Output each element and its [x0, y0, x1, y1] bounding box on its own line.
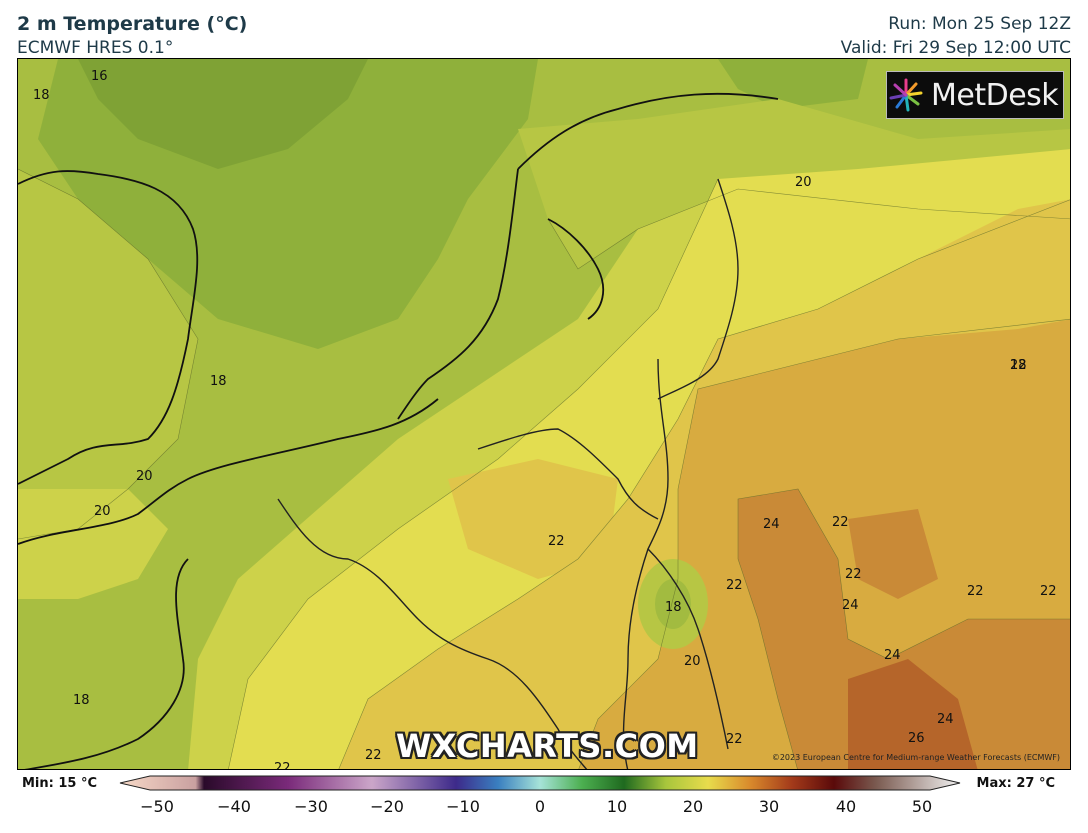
contour-label: 18 — [665, 600, 682, 615]
colorbar-tick: 40 — [835, 797, 857, 816]
metdesk-starburst-icon — [889, 78, 923, 112]
contour-label: 22 — [726, 578, 743, 593]
contour-label: 20 — [684, 654, 701, 669]
model-label: ECMWF HRES 0.1° — [17, 38, 174, 58]
contour-label: 24 — [842, 598, 859, 613]
contour-label: 18 — [1010, 358, 1027, 373]
contour-label: 22 — [726, 732, 743, 747]
coastlines — [18, 92, 779, 769]
min-label: Min: 15 °C — [22, 776, 98, 791]
colorbar-tick: −10 — [446, 797, 480, 816]
contour-label: 18 — [73, 693, 90, 708]
colorbar: Min: 15 °C — [0, 772, 1088, 833]
zone-19-uk — [18, 169, 198, 539]
max-label: Max: 27 °C — [976, 776, 1055, 791]
logo-text: MetDesk — [931, 77, 1059, 113]
zone-24-b — [848, 509, 938, 599]
contour-label: 20 — [136, 469, 153, 484]
colorbar-tick: 30 — [758, 797, 780, 816]
colorbar-tick: 20 — [682, 797, 704, 816]
contour-label: 20 — [795, 175, 812, 190]
colorbar-tick: 50 — [911, 797, 933, 816]
colorbar-tick: 10 — [606, 797, 628, 816]
contour-label: 22 — [845, 567, 862, 582]
colorbar-strip — [119, 775, 961, 791]
colorbar-tick: −30 — [294, 797, 328, 816]
contour-lines — [18, 168, 1070, 769]
colorbar-tick: −20 — [370, 797, 404, 816]
contour-label: 18 — [210, 374, 227, 389]
contour-label: 22 — [365, 748, 382, 763]
zone-24 — [738, 489, 1070, 769]
zone-16 — [78, 59, 368, 169]
contour-label: 22 — [274, 761, 291, 770]
temperature-map: 16 18 18 20 20 18 22 24 22 22 22 24 22 2… — [17, 58, 1071, 770]
contour-label: 20 — [94, 504, 111, 519]
chart-title: 2 m Temperature (°C) — [17, 13, 248, 35]
contour-label: 24 — [884, 648, 901, 663]
watermark: WXCHARTS.COM — [396, 727, 699, 765]
colorbar-tick: −40 — [217, 797, 251, 816]
run-time: Run: Mon 25 Sep 12Z — [888, 14, 1071, 34]
contour-label: 26 — [908, 731, 925, 746]
contour-label: 22 — [1010, 358, 1027, 373]
metdesk-logo: MetDesk — [886, 71, 1064, 119]
colorbar-tick: −50 — [140, 797, 174, 816]
zone-26 — [848, 659, 978, 769]
copyright-notice: ©2023 European Centre for Medium-range W… — [771, 753, 1060, 762]
map-canvas: 16 18 18 20 20 18 22 24 22 22 22 24 22 2… — [18, 59, 1070, 770]
country-borders — [277, 178, 739, 769]
contour-label: 16 — [91, 69, 108, 84]
contour-label: 24 — [937, 712, 954, 727]
zone-22-be — [448, 459, 618, 579]
contour-label: 22 — [832, 515, 849, 530]
contour-label: 18 — [33, 88, 50, 103]
contour-label: 22 — [967, 584, 984, 599]
contour-label: 24 — [763, 517, 780, 532]
colorbar-tick: 0 — [534, 797, 546, 816]
cool-pocket-core — [655, 579, 691, 629]
contour-label: 22 — [1040, 584, 1057, 599]
contour-label: 22 — [548, 534, 565, 549]
contour-labels: 16 18 18 20 20 18 22 24 22 22 22 24 22 2… — [33, 69, 1057, 770]
valid-time: Valid: Fri 29 Sep 12:00 UTC — [840, 38, 1071, 58]
